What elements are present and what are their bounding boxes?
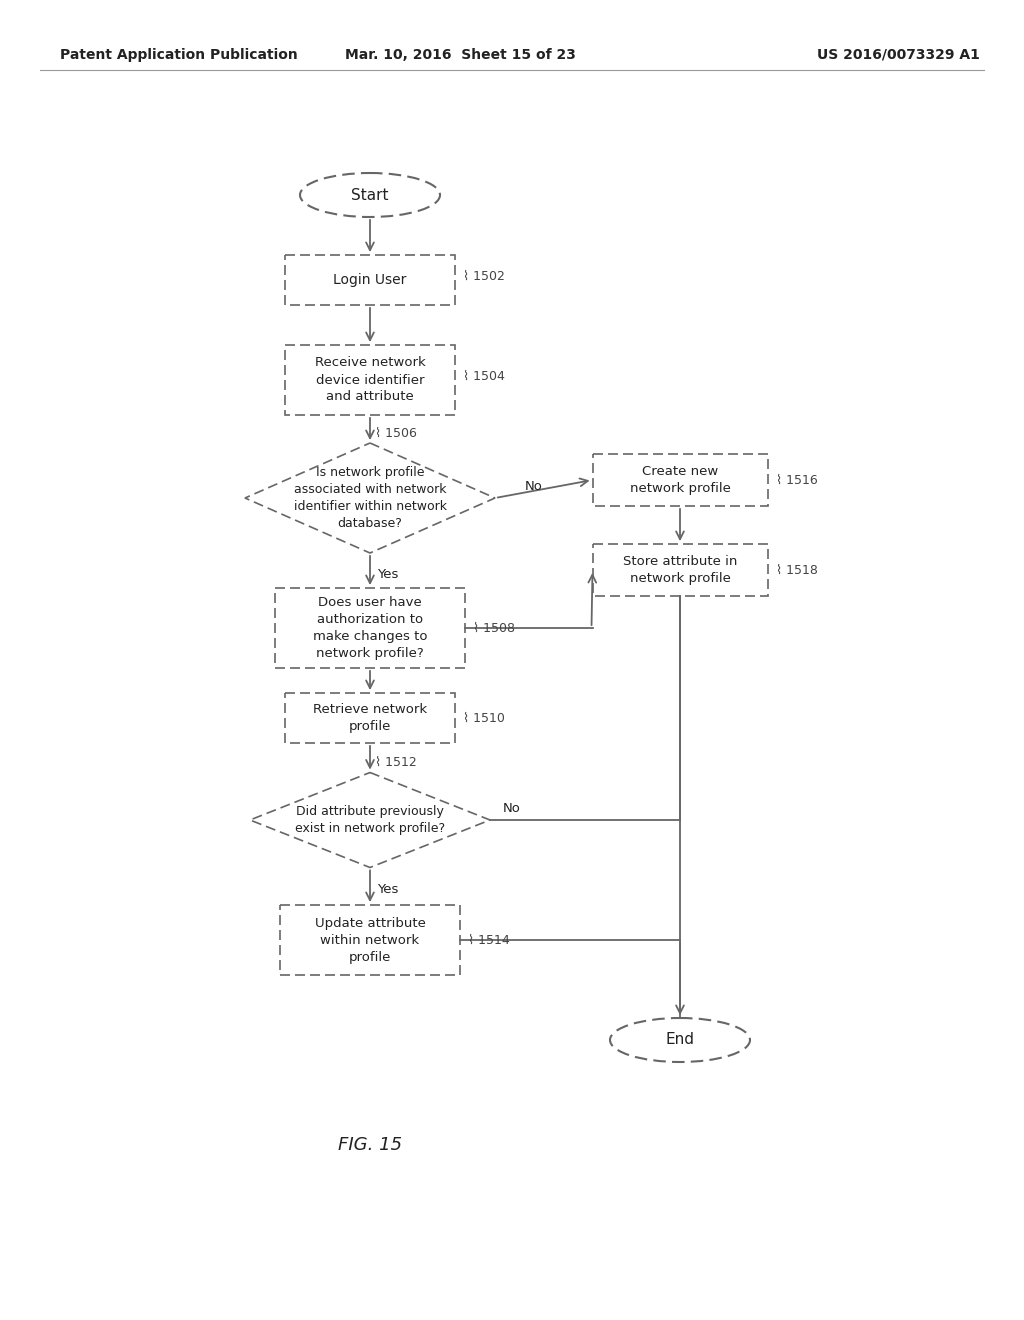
Text: ⌇ 1502: ⌇ 1502 bbox=[463, 269, 505, 282]
Text: ⌇ 1504: ⌇ 1504 bbox=[463, 370, 505, 383]
Text: ⌇ 1512: ⌇ 1512 bbox=[375, 756, 417, 770]
Text: Create new
network profile: Create new network profile bbox=[630, 465, 730, 495]
Text: ⌇ 1508: ⌇ 1508 bbox=[473, 622, 515, 635]
Text: Receive network
device identifier
and attribute: Receive network device identifier and at… bbox=[314, 356, 425, 404]
Text: Did attribute previously
exist in network profile?: Did attribute previously exist in networ… bbox=[295, 805, 445, 836]
Text: Yes: Yes bbox=[377, 569, 398, 582]
Text: ⌇ 1506: ⌇ 1506 bbox=[375, 426, 417, 440]
Text: Retrieve network
profile: Retrieve network profile bbox=[313, 704, 427, 733]
Bar bbox=[285, 693, 455, 743]
Bar bbox=[285, 345, 455, 414]
Text: End: End bbox=[666, 1032, 694, 1048]
Text: US 2016/0073329 A1: US 2016/0073329 A1 bbox=[817, 48, 980, 62]
Text: Update attribute
within network
profile: Update attribute within network profile bbox=[314, 916, 425, 964]
Bar bbox=[593, 544, 768, 597]
Bar bbox=[593, 454, 768, 506]
Bar bbox=[280, 906, 460, 975]
Text: Login User: Login User bbox=[334, 273, 407, 286]
Text: FIG. 15: FIG. 15 bbox=[338, 1137, 402, 1154]
Text: ⌇ 1516: ⌇ 1516 bbox=[775, 474, 817, 487]
Bar bbox=[275, 587, 465, 668]
Text: Start: Start bbox=[351, 187, 389, 202]
Bar bbox=[285, 255, 455, 305]
Text: No: No bbox=[525, 479, 543, 492]
Text: Does user have
authorization to
make changes to
network profile?: Does user have authorization to make cha… bbox=[312, 597, 427, 660]
Text: Yes: Yes bbox=[377, 883, 398, 896]
Text: Store attribute in
network profile: Store attribute in network profile bbox=[623, 554, 737, 585]
Text: ⌇ 1518: ⌇ 1518 bbox=[775, 564, 817, 577]
Text: No: No bbox=[503, 801, 521, 814]
Text: Mar. 10, 2016  Sheet 15 of 23: Mar. 10, 2016 Sheet 15 of 23 bbox=[344, 48, 575, 62]
Text: ⌇ 1514: ⌇ 1514 bbox=[468, 933, 510, 946]
Text: ⌇ 1510: ⌇ 1510 bbox=[463, 711, 505, 725]
Text: Patent Application Publication: Patent Application Publication bbox=[60, 48, 298, 62]
Text: Is network profile
associated with network
identifier within network
database?: Is network profile associated with netwo… bbox=[294, 466, 446, 531]
